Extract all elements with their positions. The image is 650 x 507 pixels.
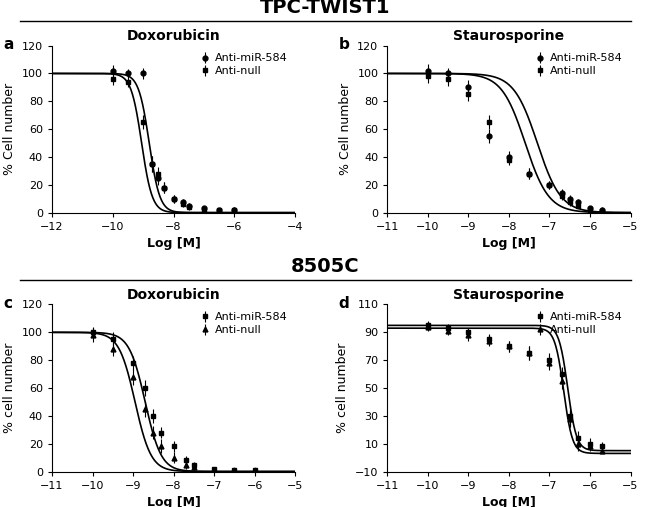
Text: b: b [339, 38, 350, 52]
Title: Doxorubicin: Doxorubicin [127, 29, 220, 43]
Text: TPC-TWIST1: TPC-TWIST1 [260, 0, 390, 17]
Legend: Anti-miR-584, Anti-null: Anti-miR-584, Anti-null [197, 51, 289, 79]
Title: Doxorubicin: Doxorubicin [127, 288, 220, 302]
X-axis label: Log [M]: Log [M] [482, 496, 536, 507]
X-axis label: Log [M]: Log [M] [482, 237, 536, 250]
Y-axis label: % cell number: % cell number [337, 343, 350, 433]
Y-axis label: % Cell number: % Cell number [339, 83, 352, 175]
Text: d: d [339, 296, 350, 311]
Legend: Anti-miR-584, Anti-null: Anti-miR-584, Anti-null [532, 51, 625, 79]
Legend: Anti-miR-584, Anti-null: Anti-miR-584, Anti-null [197, 310, 289, 337]
Y-axis label: % Cell number: % Cell number [3, 83, 16, 175]
Title: Staurosporine: Staurosporine [454, 288, 565, 302]
Text: 8505C: 8505C [291, 257, 359, 276]
Title: Staurosporine: Staurosporine [454, 29, 565, 43]
Text: c: c [3, 296, 12, 311]
Text: a: a [3, 38, 14, 52]
X-axis label: Log [M]: Log [M] [147, 237, 200, 250]
Y-axis label: % cell number: % cell number [3, 343, 16, 433]
X-axis label: Log [M]: Log [M] [147, 496, 200, 507]
Legend: Anti-miR-584, Anti-null: Anti-miR-584, Anti-null [532, 310, 625, 337]
